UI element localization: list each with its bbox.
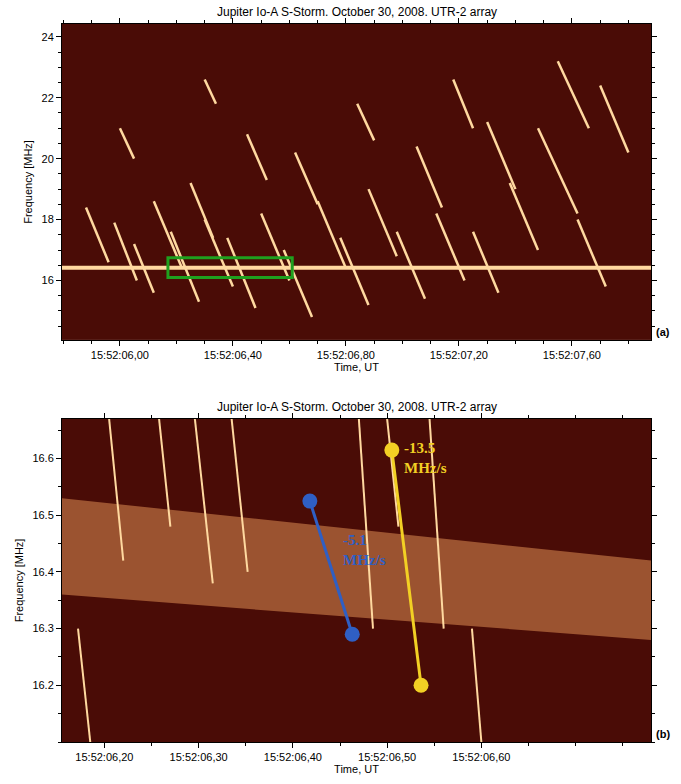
svg-text:15:52:06,00: 15:52:06,00	[91, 349, 149, 361]
svg-text:16.2: 16.2	[32, 679, 53, 691]
svg-text:16.5: 16.5	[32, 509, 53, 521]
svg-text:15:52:06,30: 15:52:06,30	[170, 751, 228, 763]
svg-text:Frequency [MHz]: Frequency [MHz]	[13, 539, 25, 623]
svg-text:Jupiter Io-A S-Storm. October: Jupiter Io-A S-Storm. October 30, 2008. …	[217, 400, 497, 414]
svg-text:-13.5MHz/s: -13.5MHz/s	[404, 440, 447, 476]
svg-text:16.4: 16.4	[32, 566, 53, 578]
svg-text:18: 18	[42, 213, 54, 225]
svg-text:16.6: 16.6	[32, 452, 53, 464]
svg-text:15:52:06,40: 15:52:06,40	[204, 349, 262, 361]
svg-text:20: 20	[42, 153, 54, 165]
svg-text:Time, UT: Time, UT	[334, 763, 379, 775]
svg-text:22: 22	[42, 92, 54, 104]
svg-text:16.3: 16.3	[32, 622, 53, 634]
svg-text:15:52:06,80: 15:52:06,80	[317, 349, 375, 361]
svg-text:(a): (a)	[656, 326, 670, 338]
svg-text:15:52:06,50: 15:52:06,50	[358, 751, 416, 763]
svg-text:Time, UT: Time, UT	[334, 361, 379, 373]
svg-text:-5.1MHz/s: -5.1MHz/s	[343, 532, 386, 568]
svg-text:15:52:07,60: 15:52:07,60	[543, 349, 601, 361]
svg-text:15:52:07,20: 15:52:07,20	[430, 349, 488, 361]
svg-text:15:52:06,60: 15:52:06,60	[452, 751, 510, 763]
svg-text:16: 16	[42, 274, 54, 286]
svg-text:15:52:06,20: 15:52:06,20	[75, 751, 133, 763]
svg-text:24: 24	[42, 31, 54, 43]
svg-text:(b): (b)	[656, 728, 670, 740]
svg-text:15:52:06,40: 15:52:06,40	[264, 751, 322, 763]
svg-text:Frequency [MHz]: Frequency [MHz]	[22, 140, 34, 224]
svg-text:Jupiter Io-A S-Storm. October: Jupiter Io-A S-Storm. October 30, 2008. …	[217, 5, 497, 19]
